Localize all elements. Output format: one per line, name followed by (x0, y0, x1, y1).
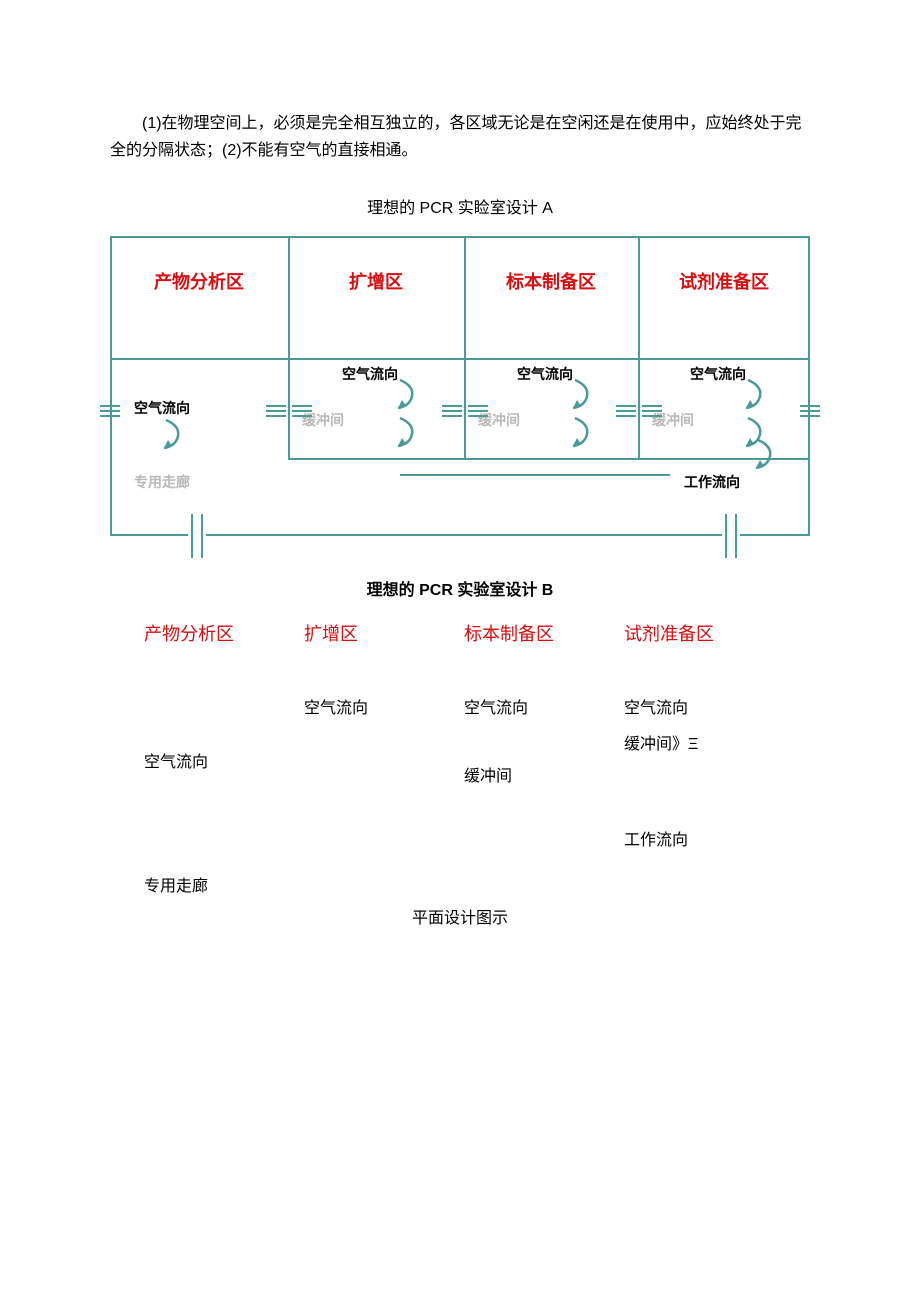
zone-header: 扩增区 (300, 618, 460, 648)
arrow-d-icon (565, 376, 593, 412)
zone-header: 试剂准备区 (620, 618, 780, 648)
room-label: 试剂准备区 (638, 268, 810, 294)
intro-paragraph: (1)在物理空间上，必须是完全相互独立的，各区域无论是在空闲还是在使用中，应始终… (110, 110, 810, 164)
arrow-d-icon (390, 376, 418, 412)
door-icon (722, 518, 740, 554)
design-b-diagram: 产物分析区扩增区标本制备区试剂准备区空气流向空气流向空气流向空气流向缓冲间缓冲间… (140, 618, 780, 898)
arrow-d-icon (748, 436, 776, 472)
arrow-d-icon (390, 414, 418, 450)
door-icon (188, 518, 206, 554)
room-label: 产物分析区 (110, 268, 288, 294)
arrow-d-icon (738, 376, 766, 412)
design-a-diagram: 产物分析区扩增区标本制备区试剂准备区空气流向空气流向空气流向空气流向缓冲间缓冲间… (110, 236, 810, 536)
vent-icon (100, 402, 120, 418)
zone-header: 标本制备区 (460, 618, 620, 648)
design-b-caption: 平面设计图示 (110, 904, 810, 928)
zone-header: 产物分析区 (140, 618, 300, 648)
design-a-title: 理想的 PCR 实睑室设计 A (110, 194, 810, 218)
room-label: 扩增区 (288, 268, 464, 294)
vent-icon (800, 402, 820, 418)
vent-icon (442, 402, 462, 418)
room-label: 标本制备区 (464, 268, 638, 294)
design-b-title: 理想的 PCR 实验室设计 B (110, 576, 810, 600)
arrow-d-icon (565, 414, 593, 450)
design-b-header-row: 产物分析区扩增区标本制备区试剂准备区 (140, 618, 780, 648)
vent-icon (292, 402, 312, 418)
vent-icon (616, 402, 636, 418)
arrow-d-icon (156, 416, 184, 452)
vent-icon (266, 402, 286, 418)
vent-icon (642, 402, 662, 418)
vent-icon (468, 402, 488, 418)
